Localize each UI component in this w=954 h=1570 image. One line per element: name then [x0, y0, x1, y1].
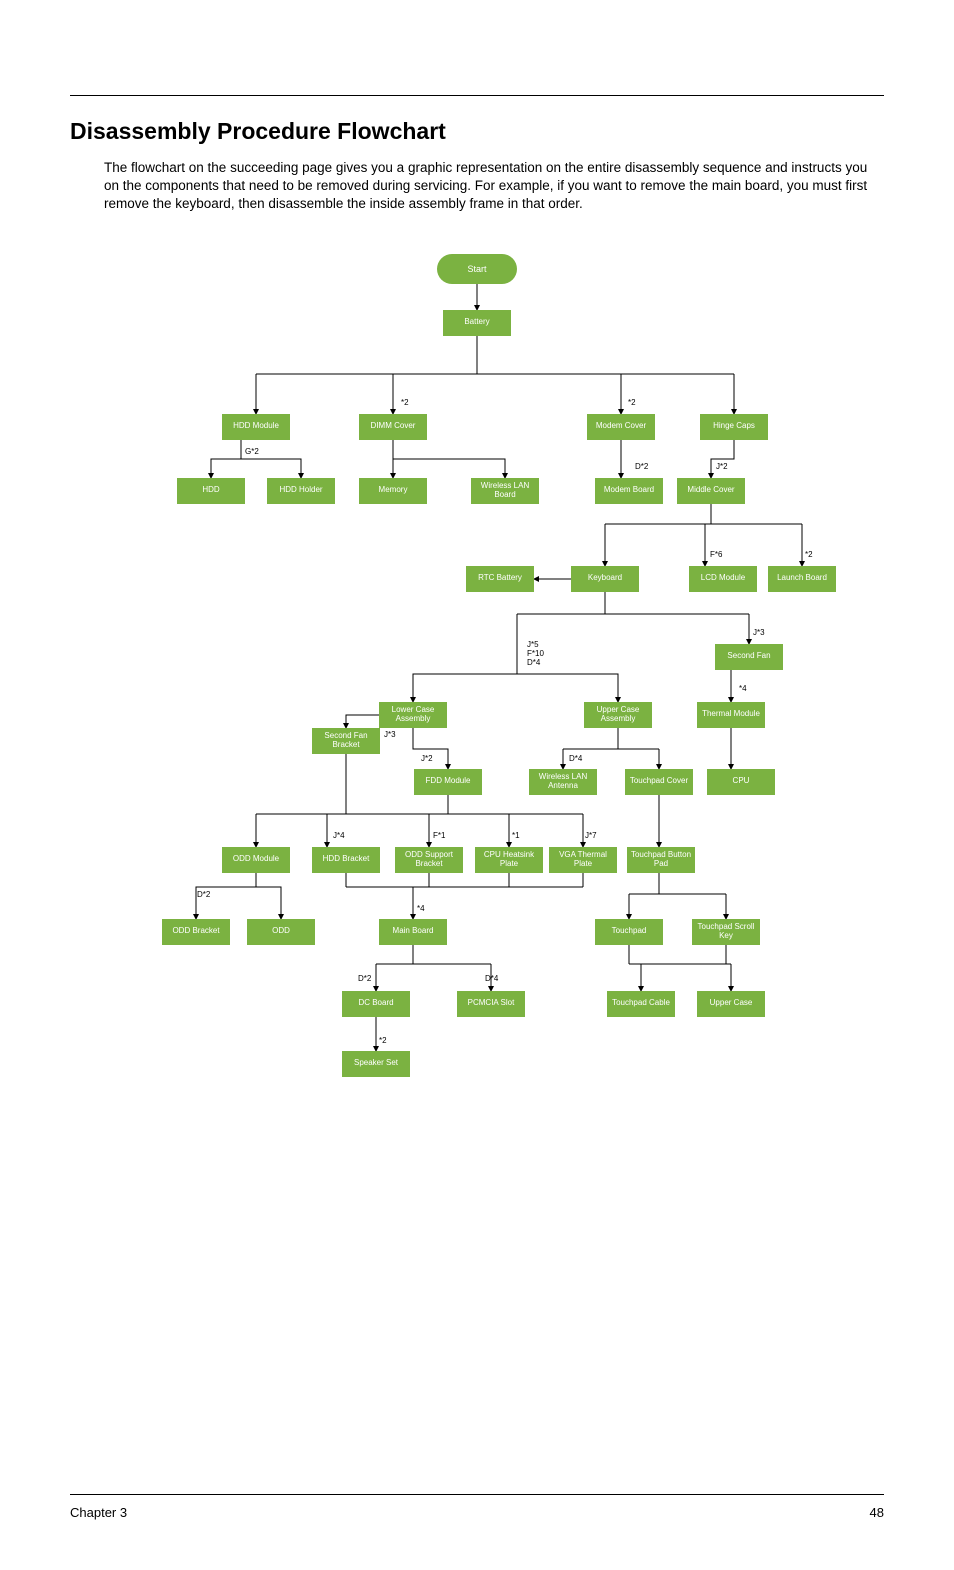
edge-label-l13: D*4 [569, 754, 582, 763]
node-odd-support: ODD Support Bracket [395, 847, 463, 873]
edge-label-l21: D*4 [485, 974, 498, 983]
edge-label-l16: *1 [512, 831, 520, 840]
node-lower-assy: Lower Case Assembly [379, 702, 447, 728]
node-keyboard: Keyboard [571, 566, 639, 592]
node-speaker-set: Speaker Set [342, 1051, 410, 1077]
node-battery: Battery [443, 310, 511, 336]
node-thermal-module: Thermal Module [697, 702, 765, 728]
edge-label-l10: J*5 F*10 D*4 [527, 640, 544, 667]
edge-label-l3: G*2 [245, 447, 259, 456]
node-rtc-battery: RTC Battery [466, 566, 534, 592]
node-wlan-antenna: Wireless LAN Antenna [529, 769, 597, 795]
footer-pagenum: 48 [870, 1505, 884, 1520]
node-hdd-bracket: HDD Bracket [312, 847, 380, 873]
edge-label-l19: *4 [417, 904, 425, 913]
node-hdd-module: HDD Module [222, 414, 290, 440]
node-memory: Memory [359, 478, 427, 504]
edge-label-l9: *4 [739, 684, 747, 693]
edge-label-l22: *2 [379, 1036, 387, 1045]
node-fan-bracket: Second Fan Bracket [312, 728, 380, 754]
node-hdd-holder: HDD Holder [267, 478, 335, 504]
node-upper-case: Upper Case [697, 991, 765, 1017]
edge-label-l8: J*3 [753, 628, 765, 637]
intro-text: The flowchart on the succeeding page giv… [104, 159, 884, 214]
node-fdd-module: FDD Module [414, 769, 482, 795]
node-cpu: CPU [707, 769, 775, 795]
node-odd: ODD [247, 919, 315, 945]
edge-label-l6: F*6 [710, 550, 722, 559]
flowchart-container: Start Battery HDD Module DIMM Cover Modem C… [117, 254, 837, 1154]
edge-label-l15: F*1 [433, 831, 445, 840]
node-odd-module: ODD Module [222, 847, 290, 873]
node-modem-cover: Modem Cover [587, 414, 655, 440]
edge-label-l1: *2 [401, 398, 409, 407]
edge-label-l4: D*2 [635, 462, 648, 471]
node-hinge-caps: Hinge Caps [700, 414, 768, 440]
node-touchpad-cover: Touchpad Cover [625, 769, 693, 795]
edge-label-l20: D*2 [358, 974, 371, 983]
node-start: Start [437, 254, 517, 284]
node-modem-board: Modem Board [595, 478, 663, 504]
node-touchpad: Touchpad [595, 919, 663, 945]
node-touchpad-scroll: Touchpad Scroll Key [692, 919, 760, 945]
edge-label-l17: J*7 [585, 831, 597, 840]
node-touchpad-cable: Touchpad Cable [607, 991, 675, 1017]
edge-label-l5: J*2 [716, 462, 728, 471]
edge-label-l12: J*2 [421, 754, 433, 763]
edge-label-l11: J*3 [384, 730, 396, 739]
node-hdd: HDD [177, 478, 245, 504]
node-second-fan: Second Fan [715, 644, 783, 670]
node-dc-board: DC Board [342, 991, 410, 1017]
edge-label-l7: *2 [805, 550, 813, 559]
node-launch-board: Launch Board [768, 566, 836, 592]
page-title: Disassembly Procedure Flowchart [70, 118, 884, 145]
node-upper-assy: Upper Case Assembly [584, 702, 652, 728]
edge-label-l18: D*2 [197, 890, 210, 899]
node-wlan-board: Wireless LAN Board [471, 478, 539, 504]
node-lcd-module: LCD Module [689, 566, 757, 592]
node-main-board: Main Board [379, 919, 447, 945]
node-cpu-heatsink: CPU Heatsink Plate [475, 847, 543, 873]
node-pcmcia-slot: PCMCIA Slot [457, 991, 525, 1017]
footer-chapter: Chapter 3 [70, 1505, 127, 1520]
node-odd-bracket: ODD Bracket [162, 919, 230, 945]
node-dimm-cover: DIMM Cover [359, 414, 427, 440]
node-middle-cover: Middle Cover [677, 478, 745, 504]
edge-label-l2: *2 [628, 398, 636, 407]
node-touchpad-btn: Touchpad Button Pad [627, 847, 695, 873]
node-vga-thermal: VGA Thermal Plate [549, 847, 617, 873]
edge-label-l14: J*4 [333, 831, 345, 840]
